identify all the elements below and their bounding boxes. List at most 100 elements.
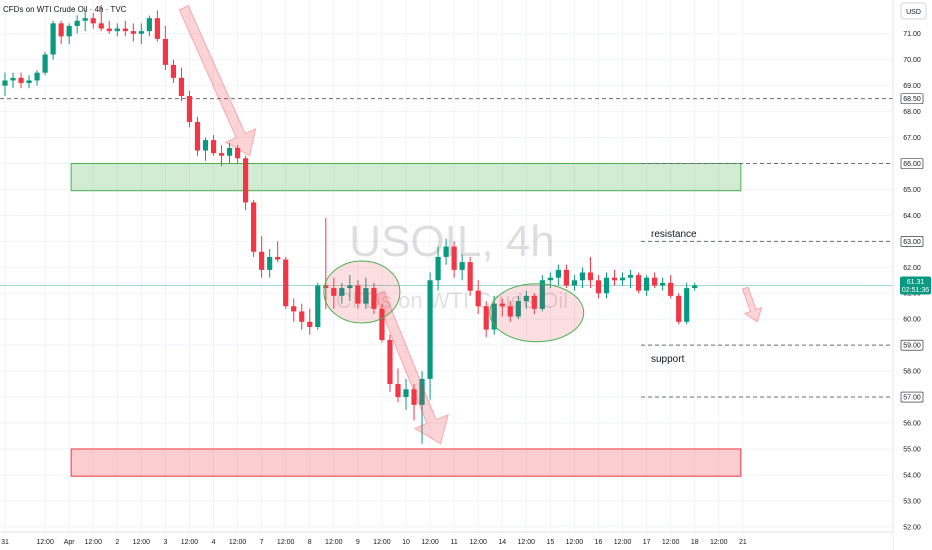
candle xyxy=(555,264,561,286)
grid xyxy=(0,0,893,532)
candle-body xyxy=(66,25,72,37)
candle-body xyxy=(635,275,642,291)
price-tick-label: 53.00 xyxy=(903,498,921,505)
time-axis-background xyxy=(0,532,893,550)
candle-body xyxy=(82,18,88,21)
candle xyxy=(443,238,449,265)
candle xyxy=(58,20,64,45)
candle xyxy=(26,75,32,89)
consolidation-ellipse-1 xyxy=(323,260,401,324)
level-tag-label: 57.00 xyxy=(903,395,921,402)
candle-body xyxy=(307,321,313,327)
candle-body xyxy=(186,96,193,122)
candle xyxy=(627,269,634,289)
candle xyxy=(130,23,136,42)
candle-body xyxy=(499,303,505,307)
red-zone xyxy=(70,448,742,477)
candle-body xyxy=(299,311,305,322)
candle-body xyxy=(692,285,698,289)
candle xyxy=(275,241,281,263)
candle xyxy=(459,254,465,281)
candle-body xyxy=(379,308,385,340)
candle xyxy=(122,20,128,37)
candle xyxy=(652,272,658,289)
candle xyxy=(42,51,48,76)
candle-body xyxy=(619,277,626,281)
level-tag xyxy=(900,158,924,169)
drawings xyxy=(178,5,763,445)
price-axis[interactable]: 52.00 53.00 54.00 55.00 56.00 57.00 58.00 59.00… xyxy=(900,31,924,531)
candle xyxy=(98,5,104,32)
candle xyxy=(243,155,249,211)
price-tick-label: 60.00 xyxy=(903,317,921,324)
candle xyxy=(323,217,329,309)
candle-body xyxy=(74,20,80,26)
candle xyxy=(483,301,489,338)
candle xyxy=(299,303,305,330)
level-tag-label: 68.50 xyxy=(903,96,921,103)
candle xyxy=(379,303,385,343)
candle xyxy=(347,275,353,302)
time-tick-label: 14 xyxy=(498,539,506,546)
candle xyxy=(692,282,698,291)
candle-body xyxy=(531,295,537,309)
currency-button[interactable]: USD xyxy=(900,2,927,20)
candle xyxy=(531,293,537,315)
candle-body xyxy=(539,280,545,309)
consolidation-ellipse-2 xyxy=(489,283,585,343)
candle xyxy=(403,378,409,411)
down-arrow-1 xyxy=(178,5,257,157)
candle-body xyxy=(10,77,16,81)
candle-body xyxy=(644,277,650,291)
candle xyxy=(339,282,345,304)
candle xyxy=(491,295,497,335)
level-tag-label: 59.00 xyxy=(903,343,921,350)
candle xyxy=(684,282,690,325)
candle xyxy=(644,275,650,296)
time-tick-label: 12:00 xyxy=(36,539,54,546)
time-axis[interactable]: 31 12:00 Apr 12:00 2 12:00 3 12:00 4 12:00 7 12:00 8… xyxy=(1,539,747,546)
candle-body xyxy=(603,277,610,294)
candle xyxy=(66,23,72,45)
candle-body xyxy=(98,23,104,29)
last-price-value: 61.31 xyxy=(907,279,925,286)
green-zone xyxy=(70,162,742,192)
candle-body xyxy=(676,295,682,322)
candle-body xyxy=(555,269,561,278)
time-tick-label: 12:00 xyxy=(518,539,536,546)
time-tick-label: 31 xyxy=(1,539,9,546)
candle xyxy=(387,334,393,392)
horizontal-levels xyxy=(0,98,893,398)
candle xyxy=(194,116,201,156)
zones xyxy=(70,162,742,477)
candle xyxy=(451,241,457,278)
time-tick-label: 12:00 xyxy=(181,539,199,546)
candle-body xyxy=(90,18,96,24)
candle xyxy=(146,15,152,37)
price-tick-label: 69.00 xyxy=(903,83,921,90)
candle-body xyxy=(475,290,481,307)
currency-label[interactable]: USD xyxy=(906,9,921,16)
resistance-label: resistance xyxy=(651,229,697,240)
candle-body xyxy=(411,389,417,405)
candle-body xyxy=(315,285,321,327)
candle-body xyxy=(226,147,233,156)
level-tag xyxy=(900,93,924,104)
time-tick-label: 12:00 xyxy=(373,539,391,546)
last-price-tag: 61.31 02:51:36 xyxy=(900,276,931,295)
candle-body xyxy=(652,277,658,286)
candle-body xyxy=(146,18,152,32)
time-tick-label: 4 xyxy=(212,539,216,546)
candle xyxy=(499,298,505,317)
candle xyxy=(202,137,209,161)
candle-body xyxy=(138,31,144,34)
candle-body xyxy=(106,28,112,32)
candle xyxy=(427,272,433,400)
level-tag xyxy=(900,391,924,403)
candle-body xyxy=(218,153,225,156)
candle xyxy=(611,269,618,286)
candle-body xyxy=(483,306,489,330)
chart-title: CFDs on WTI Crude Oil · 4h · TVC xyxy=(3,5,127,14)
candle xyxy=(660,277,666,291)
